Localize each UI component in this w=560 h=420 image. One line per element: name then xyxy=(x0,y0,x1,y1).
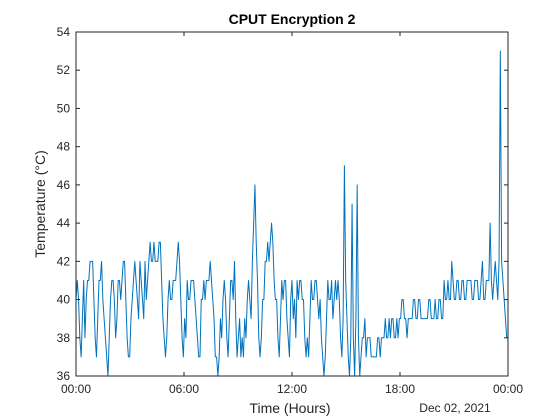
y-tick-label: 50 xyxy=(57,101,71,115)
y-tick-label: 44 xyxy=(57,216,71,230)
x-tick-label: 18:00 xyxy=(385,382,415,396)
y-tick-label: 36 xyxy=(57,369,71,383)
x-tick-label: 00:00 xyxy=(61,382,91,396)
date-label: Dec 02, 2021 xyxy=(419,401,491,415)
x-tick-label: 00:00 xyxy=(493,382,523,396)
y-tick-label: 46 xyxy=(57,178,71,192)
y-tick-label: 52 xyxy=(57,63,71,77)
y-tick-label: 54 xyxy=(57,25,71,39)
x-tick-label: 06:00 xyxy=(169,382,199,396)
series-line-0 xyxy=(75,50,508,377)
y-tick-label: 38 xyxy=(57,331,71,345)
x-axis-label: Time (Hours) xyxy=(249,400,330,416)
y-tick-label: 40 xyxy=(57,293,71,307)
y-axis-label: Temperature (°C) xyxy=(32,150,48,258)
y-tick-label: 42 xyxy=(57,254,71,268)
y-tick-label: 48 xyxy=(57,140,71,154)
plot-background xyxy=(76,32,508,376)
x-tick-label: 12:00 xyxy=(277,382,307,396)
chart-title: CPUT Encryption 2 xyxy=(229,11,356,27)
